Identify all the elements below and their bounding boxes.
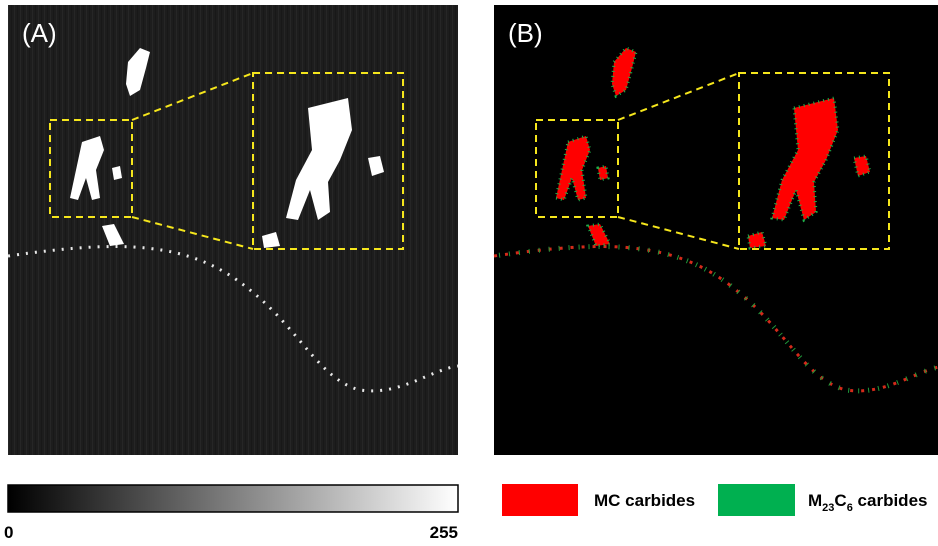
- colorbar: [8, 485, 458, 512]
- colorbar-max: 255: [430, 523, 458, 542]
- legend-text: MC carbides: [594, 491, 695, 510]
- panel-label: (A): [22, 18, 57, 48]
- legend-swatch: [502, 484, 578, 516]
- figure: (A) (B) 0 255 MC carbides M23C6 carbides: [0, 0, 938, 546]
- legend-label: MC carbides: [594, 491, 695, 510]
- panel-b: (B): [494, 5, 938, 455]
- panel-a: (A): [8, 5, 458, 455]
- legend-swatch: [718, 484, 795, 516]
- legend-text: M: [808, 491, 822, 510]
- colorbar-min: 0: [4, 523, 13, 542]
- legend-text: carbides: [853, 491, 928, 510]
- legend-label: M23C6 carbides: [808, 491, 927, 514]
- panel-label: (B): [508, 18, 543, 48]
- legend-text: C: [834, 491, 846, 510]
- legend-subscript: 23: [822, 502, 834, 514]
